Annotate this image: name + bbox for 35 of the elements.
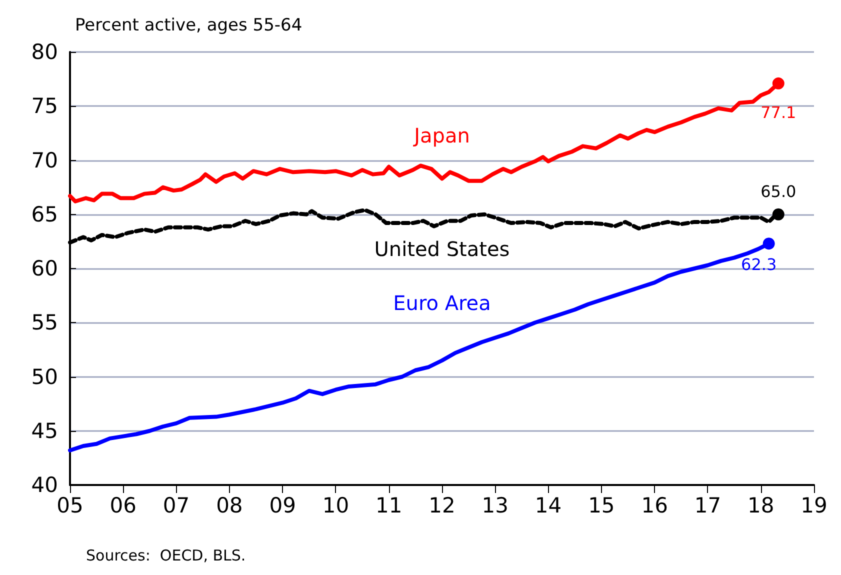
series-label: Euro Area (393, 291, 491, 316)
x-tick-label: 08 (216, 494, 243, 518)
x-tick-label: 06 (110, 494, 137, 518)
y-tick-label: 60 (31, 256, 58, 280)
x-tick-label: 18 (747, 494, 774, 518)
series-label: United States (374, 237, 510, 262)
y-tick-label: 50 (31, 364, 58, 389)
y-tick-label: 40 (31, 473, 58, 497)
y-tick-label: 80 (31, 40, 58, 64)
y-tick-label: 45 (31, 418, 58, 443)
data-label: 62.3 (741, 255, 777, 274)
x-tick-label: 13 (482, 494, 509, 518)
x-tick-label: 17 (694, 494, 722, 518)
point (762, 238, 775, 250)
point (772, 208, 784, 220)
data-label: 65.0 (760, 182, 796, 201)
series-label: Japan (412, 123, 470, 148)
x-tick-label: 11 (375, 494, 402, 518)
x-tick-label: 07 (162, 494, 190, 518)
source-note: Sources: OECD, BLS. (86, 546, 246, 564)
chart-title: Percent active, ages 55-64 (75, 16, 302, 36)
y-tick-label: 75 (31, 94, 58, 118)
x-tick-label: 14 (534, 494, 562, 518)
data-label: 77.1 (760, 102, 796, 122)
x-tick-label: 19 (800, 494, 828, 518)
y-tick-label: 65 (31, 202, 58, 226)
x-tick-label: 05 (56, 494, 84, 518)
x-tick-label: 10 (322, 494, 350, 518)
x-tick-label: 16 (641, 494, 668, 518)
point (772, 77, 784, 90)
x-tick-label: 15 (588, 494, 615, 518)
x-tick-label: 09 (269, 494, 296, 518)
x-tick-label: 12 (428, 494, 456, 518)
y-tick-label: 70 (31, 148, 58, 172)
y-tick-label: 55 (31, 310, 58, 335)
